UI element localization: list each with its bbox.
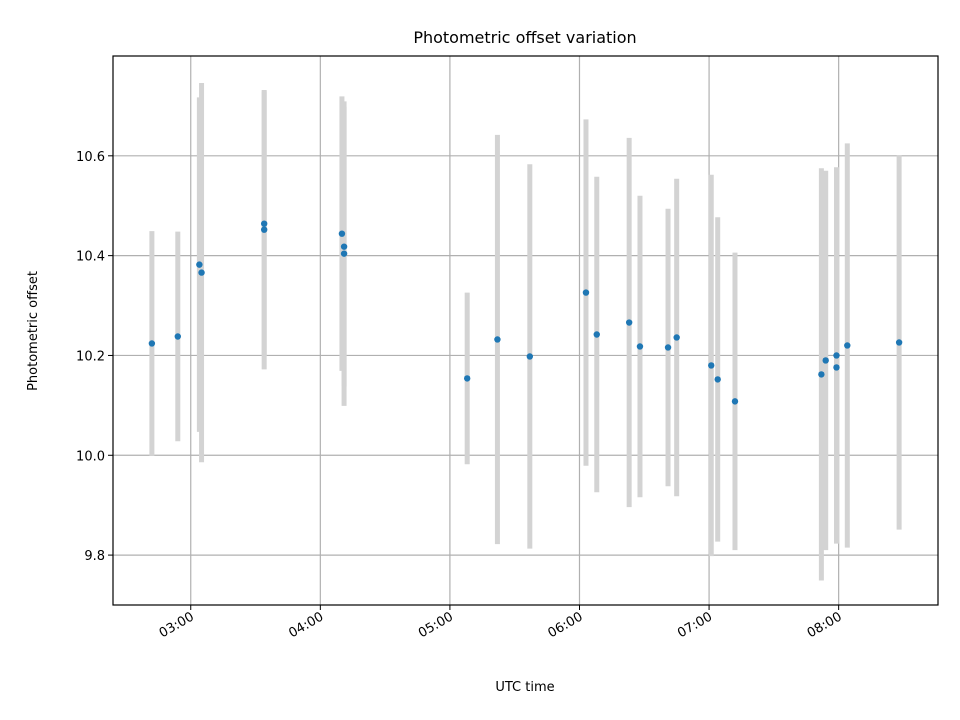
data-point: [338, 230, 346, 237]
plot-frame: [112, 55, 939, 606]
data-point: [340, 243, 348, 250]
data-point: [636, 343, 644, 350]
data-point: [708, 362, 715, 369]
data-point: [625, 319, 633, 326]
x-tick-label: 03:00: [157, 609, 197, 641]
x-axis-label: UTC time: [495, 680, 554, 695]
data-point: [526, 353, 534, 360]
x-tick-label: 05:00: [416, 609, 456, 641]
y-tick-label: 10.6: [76, 150, 105, 165]
data-point: [494, 336, 501, 343]
data-point: [714, 376, 721, 383]
data-point: [731, 398, 739, 405]
data-point: [260, 220, 268, 227]
data-point: [818, 371, 825, 378]
grid-lines: [113, 56, 938, 605]
data-point: [582, 289, 590, 296]
data-point: [340, 250, 348, 257]
data-point: [260, 226, 268, 233]
data-point: [833, 352, 840, 359]
data-point: [895, 339, 903, 346]
data-point: [673, 334, 680, 341]
y-tick-label: 9.8: [84, 549, 105, 564]
data-point: [174, 333, 181, 340]
y-tick-label: 10.2: [76, 349, 105, 364]
chart-title: Photometric offset variation: [413, 28, 636, 47]
y-axis-label: Photometric offset: [26, 271, 41, 391]
x-tick-label: 08:00: [805, 609, 845, 641]
y-tick-label: 10.4: [76, 250, 105, 265]
data-point: [844, 342, 851, 349]
data-point: [196, 261, 203, 268]
data-point: [148, 340, 156, 347]
data-point: [822, 357, 829, 364]
x-tick-label: 06:00: [546, 609, 586, 641]
data-point: [463, 375, 471, 382]
x-tick-label: 07:00: [675, 609, 715, 641]
data-point: [198, 269, 205, 276]
data-points: [148, 220, 903, 405]
x-tick-label: 04:00: [286, 609, 326, 641]
y-tick-label: 10.0: [76, 449, 105, 464]
data-point: [664, 344, 672, 351]
error-bars: [149, 82, 902, 581]
data-point: [833, 364, 840, 371]
data-point: [593, 331, 600, 338]
